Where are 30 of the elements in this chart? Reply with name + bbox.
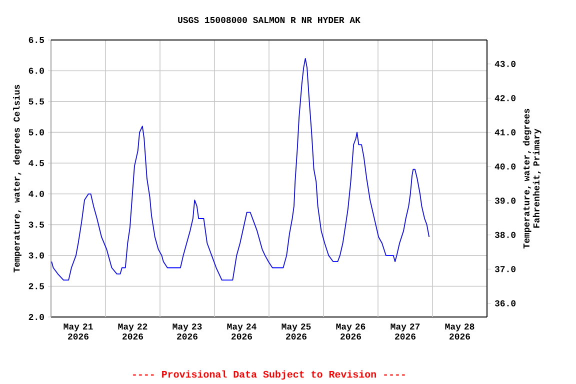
y-tick-label: 3.5 <box>28 222 44 228</box>
x-tick-label: May 21 2026 <box>64 324 93 340</box>
y-axis-title: Temperature, water, degrees Celsius <box>13 84 22 272</box>
y-tick-label: 2.0 <box>28 314 44 320</box>
y2-tick-label: 37.0 <box>494 266 516 272</box>
y-tick-label: 5.0 <box>28 129 44 136</box>
y2-tick-label: 39.0 <box>494 198 516 204</box>
x-tick-label: May 26 2026 <box>336 324 366 340</box>
x-tick-label: May 24 2026 <box>227 324 256 340</box>
y-tick-label: 5.5 <box>28 98 44 105</box>
chart-title: USGS 15008000 SALMON R NR HYDER AK <box>178 16 360 24</box>
y-tick-label: 6.0 <box>28 68 44 74</box>
y2-tick-label: 42.0 <box>494 95 516 102</box>
y2-tick-label: 38.0 <box>494 232 516 238</box>
y2-tick-label: 40.0 <box>494 163 516 170</box>
y-tick-label: 3.0 <box>28 252 44 258</box>
x-tick-label: May 23 2026 <box>172 324 202 340</box>
y2-axis-title: Temperature, water, degrees Fahrenheit, Primary <box>522 108 542 248</box>
text: ---- Provisional Data Subject to Revision ---- <box>133 370 405 380</box>
x-tick-label: May 25 2026 <box>282 324 311 340</box>
x-tick-label: May 22 2026 <box>118 324 148 340</box>
y2-tick-label: 41.0 <box>494 129 516 136</box>
y2-tick-label: 36.0 <box>494 300 516 306</box>
y-tick-label: 6.5 <box>28 36 44 44</box>
y-tick-label: 4.0 <box>28 190 44 197</box>
y-tick-label: 4.5 <box>28 160 44 166</box>
x-tick-label: May 28 2026 <box>445 324 474 340</box>
x-tick-label: May 27 2026 <box>390 324 420 340</box>
y2-tick-label: 43.0 <box>494 60 516 67</box>
y-tick-label: 2.5 <box>28 283 44 290</box>
